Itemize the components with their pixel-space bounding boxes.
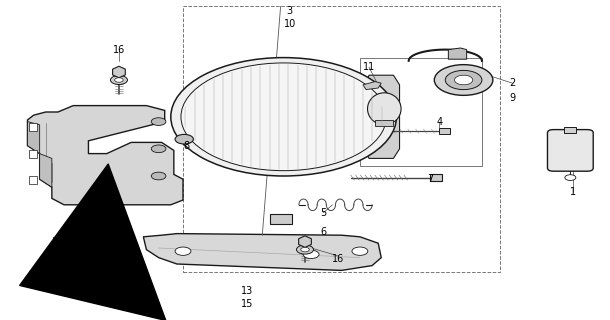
Bar xyxy=(270,214,292,224)
Text: 11: 11 xyxy=(363,62,375,72)
Circle shape xyxy=(296,245,314,254)
Text: 8: 8 xyxy=(183,140,189,151)
Text: 9: 9 xyxy=(509,92,515,103)
Text: 16: 16 xyxy=(113,44,125,55)
Text: 4: 4 xyxy=(436,116,442,127)
Text: 1: 1 xyxy=(570,187,576,197)
FancyBboxPatch shape xyxy=(548,130,593,171)
Text: 10: 10 xyxy=(284,19,296,29)
Text: 7: 7 xyxy=(427,174,433,184)
Circle shape xyxy=(303,250,319,259)
Bar xyxy=(564,127,576,133)
Circle shape xyxy=(175,247,191,255)
Bar xyxy=(183,6,500,272)
Text: 16: 16 xyxy=(332,254,345,264)
Text: 13: 13 xyxy=(241,286,253,296)
Polygon shape xyxy=(223,69,259,85)
Bar xyxy=(439,128,450,134)
Bar xyxy=(29,150,37,158)
Circle shape xyxy=(565,175,576,180)
Text: 5: 5 xyxy=(320,208,326,218)
Text: 6: 6 xyxy=(320,227,326,237)
Text: 3: 3 xyxy=(287,6,293,16)
Circle shape xyxy=(301,247,309,252)
Polygon shape xyxy=(143,234,381,270)
Polygon shape xyxy=(40,154,52,187)
Polygon shape xyxy=(223,149,259,165)
Circle shape xyxy=(373,111,395,123)
Text: FR.: FR. xyxy=(60,268,79,278)
Circle shape xyxy=(445,70,482,90)
Polygon shape xyxy=(192,107,207,115)
Circle shape xyxy=(110,76,127,84)
Circle shape xyxy=(151,172,166,180)
Polygon shape xyxy=(178,130,198,138)
Circle shape xyxy=(115,78,123,82)
Bar xyxy=(29,123,37,131)
Polygon shape xyxy=(27,106,183,205)
Text: 15: 15 xyxy=(241,299,253,309)
Polygon shape xyxy=(363,82,381,90)
Text: 2: 2 xyxy=(509,78,515,88)
Bar xyxy=(360,58,482,166)
Bar xyxy=(29,176,37,184)
Circle shape xyxy=(175,134,193,144)
Ellipse shape xyxy=(367,93,401,125)
Polygon shape xyxy=(299,236,311,247)
Circle shape xyxy=(171,58,396,176)
Circle shape xyxy=(151,118,166,125)
Polygon shape xyxy=(448,48,467,59)
Circle shape xyxy=(352,247,368,255)
Text: 12: 12 xyxy=(52,236,64,247)
Bar xyxy=(375,120,393,126)
Circle shape xyxy=(434,65,493,95)
Polygon shape xyxy=(27,122,40,154)
Text: 14: 14 xyxy=(52,251,64,261)
Circle shape xyxy=(181,63,386,171)
Circle shape xyxy=(151,145,166,153)
Bar xyxy=(430,174,442,181)
Polygon shape xyxy=(357,75,400,158)
Circle shape xyxy=(454,75,473,85)
Polygon shape xyxy=(113,66,125,78)
